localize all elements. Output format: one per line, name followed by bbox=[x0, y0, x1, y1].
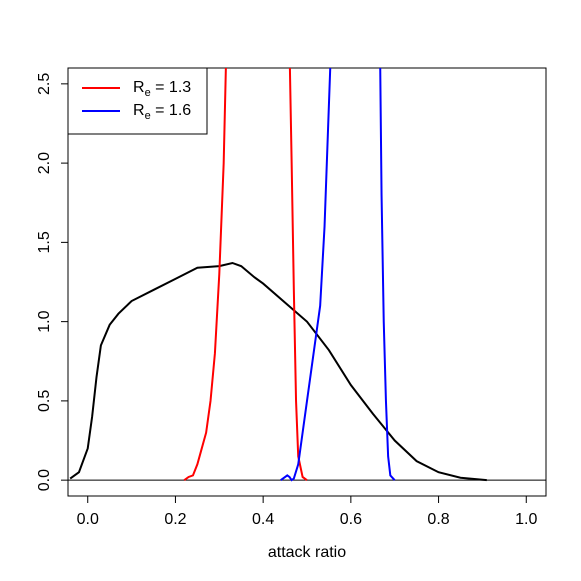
legend-label: Re = 1.3 bbox=[133, 79, 191, 99]
x-tick-label: 0.0 bbox=[77, 511, 99, 528]
y-tick-label: 1.5 bbox=[36, 231, 53, 253]
legend-label-main: R bbox=[133, 79, 145, 96]
plot-area bbox=[69, 68, 487, 482]
plot-frame bbox=[67, 67, 547, 497]
legend-label: Re = 1.6 bbox=[133, 102, 191, 122]
x-tick-label: 0.6 bbox=[340, 511, 362, 528]
legend-label-sub: e bbox=[145, 110, 151, 122]
data-line bbox=[280, 68, 396, 482]
y-tick-label: 2.0 bbox=[36, 152, 53, 174]
legend-label-sub: e bbox=[145, 87, 151, 99]
y-tick-label: 0.5 bbox=[36, 390, 53, 412]
legend-label-main: R bbox=[133, 102, 145, 119]
x-tick-label: 1.0 bbox=[515, 511, 537, 528]
legend-box bbox=[67, 67, 208, 135]
legend-label-rest: = 1.3 bbox=[151, 79, 192, 96]
y-tick-label: 0.0 bbox=[36, 469, 53, 491]
data-line bbox=[69, 261, 487, 482]
data-line bbox=[183, 68, 308, 481]
x-tick-label: 0.8 bbox=[427, 511, 449, 528]
y-tick-label: 2.5 bbox=[36, 73, 53, 95]
legend-label-rest: = 1.6 bbox=[151, 102, 192, 119]
x-axis-label: attack ratio bbox=[268, 544, 346, 561]
y-tick-label: 1.0 bbox=[36, 310, 53, 332]
x-tick-label: 0.2 bbox=[164, 511, 186, 528]
x-tick-label: 0.4 bbox=[252, 511, 274, 528]
